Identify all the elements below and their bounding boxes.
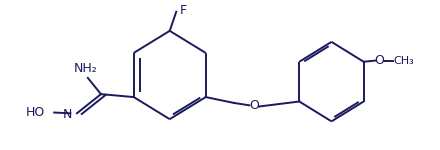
Text: O: O: [249, 99, 259, 112]
Text: HO: HO: [26, 106, 45, 119]
Text: O: O: [374, 54, 384, 67]
Text: N: N: [62, 108, 72, 120]
Text: CH₃: CH₃: [393, 56, 414, 66]
Text: NH₂: NH₂: [74, 62, 98, 75]
Text: F: F: [180, 4, 187, 17]
